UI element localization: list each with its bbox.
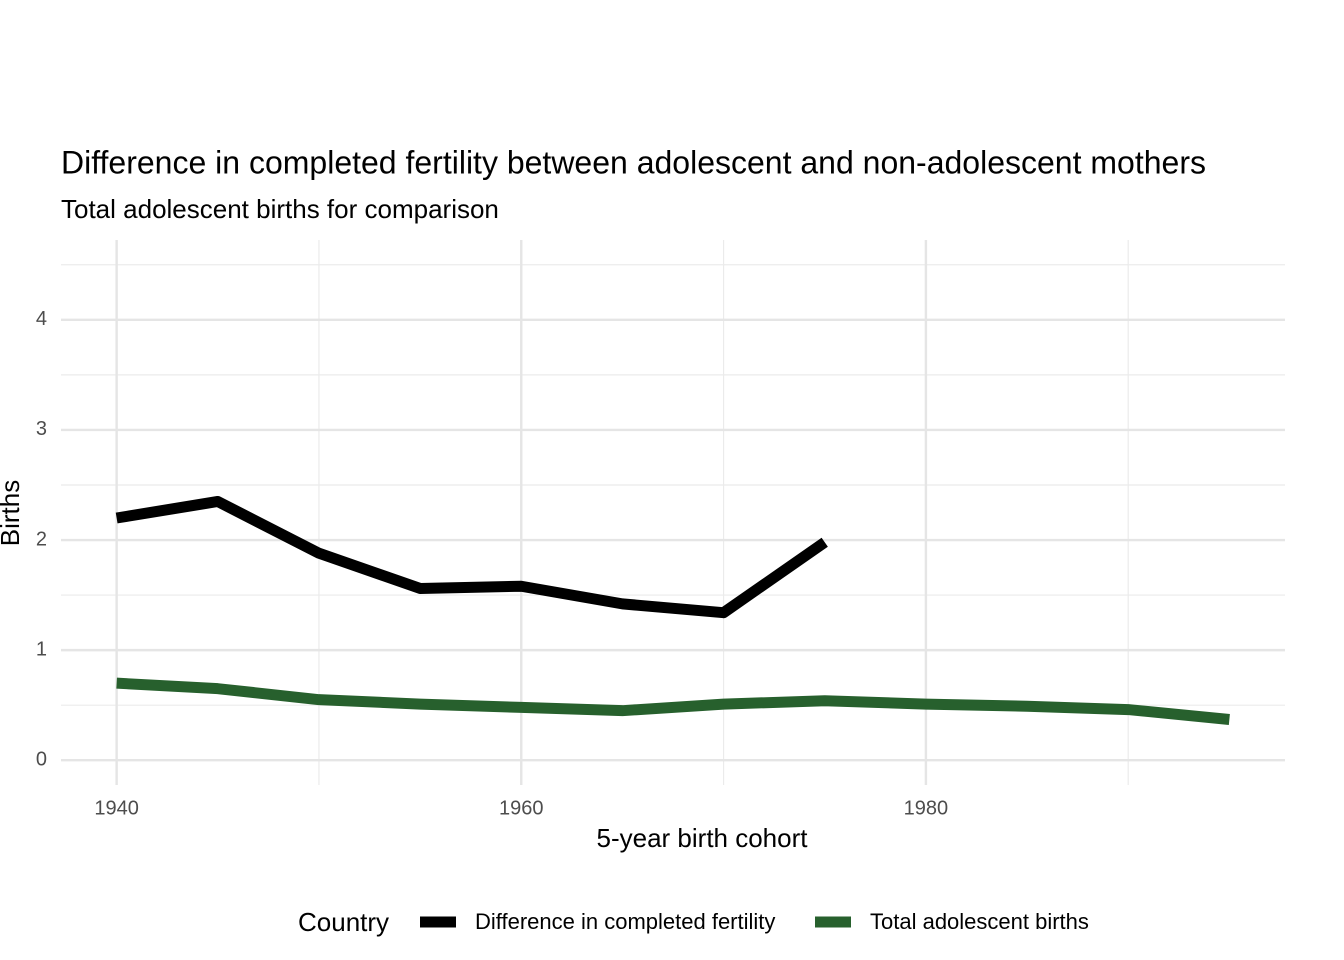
y-tick-label: 4 [36, 308, 47, 330]
x-axis-title: 5-year birth cohort [597, 823, 809, 853]
y-tick-label: 0 [36, 749, 47, 771]
y-tick-label: 3 [36, 418, 47, 440]
chart-title: Difference in completed fertility betwee… [61, 144, 1206, 180]
plot-marks [115, 495, 1230, 725]
legend-label: Difference in completed fertility [475, 909, 775, 934]
y-tick-label: 2 [36, 528, 47, 550]
legend-label: Total adolescent births [870, 909, 1089, 934]
series-line [116, 677, 1230, 725]
chart-subtitle: Total adolescent births for comparison [61, 194, 499, 224]
y-axis-title: Births [0, 480, 25, 546]
y-tick-label: 1 [36, 638, 47, 660]
x-tick-label: 1980 [904, 797, 949, 819]
x-tick-label: 1960 [499, 797, 544, 819]
x-tick-label: 1940 [94, 797, 139, 819]
legend-title: Country [298, 907, 389, 937]
series-line [115, 495, 828, 619]
